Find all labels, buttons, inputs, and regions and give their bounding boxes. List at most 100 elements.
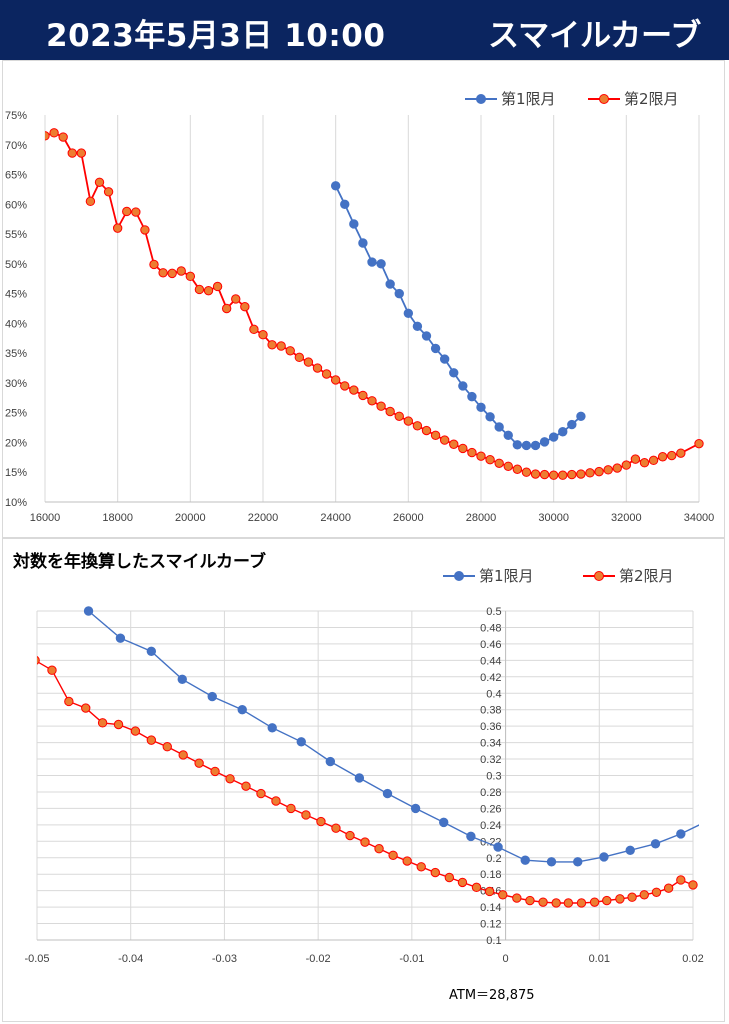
y-tick-label: 30% [5,378,27,390]
x-tick-label: -0.02 [306,953,331,965]
data-point [589,897,600,907]
y-tick-label: 0.3 [486,771,501,783]
y-tick-label: 35% [5,348,27,360]
data-point [103,187,114,197]
data-point [240,302,250,312]
data-point [340,199,350,210]
data-point [576,411,586,421]
data-point [530,469,541,479]
y-tick-label: 70% [5,140,27,152]
y-tick-label: 0.44 [480,655,501,667]
y-tick-label: 20% [5,437,27,449]
data-point [225,774,235,784]
data-point [276,341,286,351]
data-point [485,412,495,422]
data-point [301,810,311,820]
series-line [37,660,694,904]
data-point [576,898,587,908]
data-point [421,331,432,341]
y-tick-label: 0.4 [486,688,501,700]
data-point [58,132,68,142]
data-point [412,321,423,332]
data-point [340,381,350,391]
data-point [330,375,341,385]
data-point [603,465,613,475]
data-point [494,422,504,432]
data-point [178,750,188,760]
data-point [458,381,468,391]
data-point [83,606,94,616]
data-point [258,329,268,340]
legend-marker [599,94,609,104]
data-point [530,440,541,451]
data-point [354,773,365,783]
data-point [430,343,441,354]
legend-label: 第1限月 [501,90,556,108]
data-point [231,294,241,304]
x-tick-label: -0.04 [118,953,143,965]
data-point [267,723,277,733]
data-point [493,842,503,852]
data-point [325,756,336,767]
data-point [466,831,476,842]
data-point [212,281,223,292]
data-point [650,839,661,849]
data-point [551,898,561,908]
series-2 [37,656,698,908]
data-point [330,181,341,191]
legend-label: 第2限月 [619,567,674,585]
data-point [267,340,277,350]
data-point [657,452,668,462]
data-point [558,470,568,480]
data-point [457,877,468,888]
data-point [576,469,586,479]
data-point [47,665,57,675]
data-point [367,257,377,267]
x-tick-label: 30000 [538,512,569,524]
data-point [476,402,486,413]
y-tick-label: 0.38 [480,705,501,717]
data-point [45,131,50,141]
data-point [467,391,477,402]
y-tick-label: 50% [5,259,27,271]
data-point [503,430,513,441]
data-point [599,852,609,862]
data-point [113,719,124,730]
y-tick-label: 75% [5,110,27,122]
data-point [249,324,259,335]
data-point [382,788,393,799]
data-point [167,268,177,279]
data-point [702,817,710,825]
data-point [185,271,196,282]
x-tick-labels: -0.05 -0.04 -0.03 -0.02 -0.01 0 0.01 0.02 [24,953,703,965]
data-point [376,259,386,269]
y-tick-label: 0.1 [486,935,501,947]
data-point [115,633,126,643]
header-bar: 2023年5月3日 10:00 スマイルカーブ [0,0,729,60]
x-tick-label: 20000 [175,512,206,524]
data-point [122,206,132,217]
data-point [176,266,186,276]
data-point [439,354,450,364]
data-point [388,850,398,860]
data-point [149,259,159,270]
y-tick-labels: 10% 15% 20% 25% 30% 35% 40% 45% 50% 55% 60% 65% 70% 7… [5,110,27,509]
y-tick-label: 10% [5,497,27,509]
data-point [271,796,281,806]
data-point [602,895,612,906]
y-tick-label: 0.18 [480,869,501,881]
x-tick-label: 18000 [102,512,133,524]
data-point [146,646,157,657]
legend-label: 第2限月 [624,90,679,108]
data-point [476,451,486,461]
data-point [358,238,368,248]
y-tick-label: 0.42 [480,672,501,684]
data-point [503,461,513,471]
data-point [207,691,217,702]
x-tick-label: 0.01 [589,953,610,965]
data-point [484,886,495,897]
y-tick-label: 0.2 [486,853,501,865]
data-point [449,368,459,378]
data-point [256,788,266,799]
data-point [367,396,377,406]
